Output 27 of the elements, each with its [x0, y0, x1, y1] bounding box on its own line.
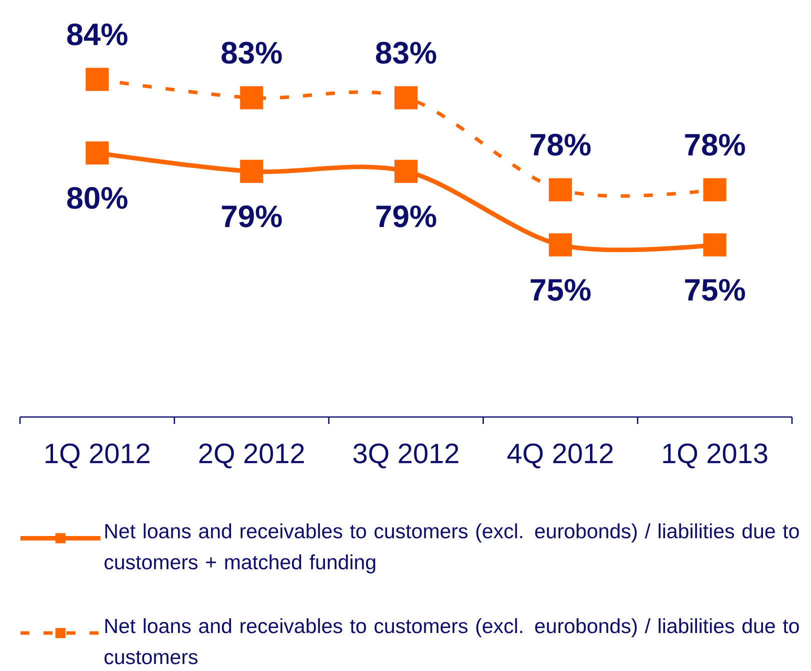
point — [86, 141, 109, 165]
legend-label: Net loans and receivables to customers (excl. eurobonds) / liabilities due to customers — [104, 618, 799, 664]
point — [394, 160, 418, 183]
data-label: 78% — [530, 134, 591, 156]
point — [548, 178, 572, 202]
x-tick-label: 2Q 2012 — [199, 444, 304, 468]
point — [703, 233, 726, 256]
x-tick-label: 1Q 2013 — [663, 444, 768, 468]
data-label: 83% — [222, 42, 282, 64]
point — [394, 86, 418, 110]
data-label: 83% — [376, 42, 436, 64]
point — [703, 178, 726, 202]
x-tick-label: 4Q 2012 — [507, 444, 613, 468]
x-tick-label: 1Q 2012 — [46, 444, 150, 468]
legend-label: Net loans and receivables to customers (excl. eurobonds) / liabilities due to customers + matched funding — [104, 523, 799, 574]
point — [240, 160, 264, 183]
point — [240, 86, 264, 110]
data-label: 79% — [222, 205, 282, 228]
data-label: 75% — [530, 278, 591, 301]
data-label: 80% — [67, 186, 128, 209]
point — [548, 233, 572, 256]
data-label: 84% — [67, 23, 128, 46]
data-label: 79% — [376, 205, 436, 228]
point — [86, 68, 109, 91]
data-label: 75% — [685, 278, 746, 301]
x-tick-label: 3Q 2012 — [353, 444, 458, 468]
data-label: 78% — [685, 134, 746, 156]
